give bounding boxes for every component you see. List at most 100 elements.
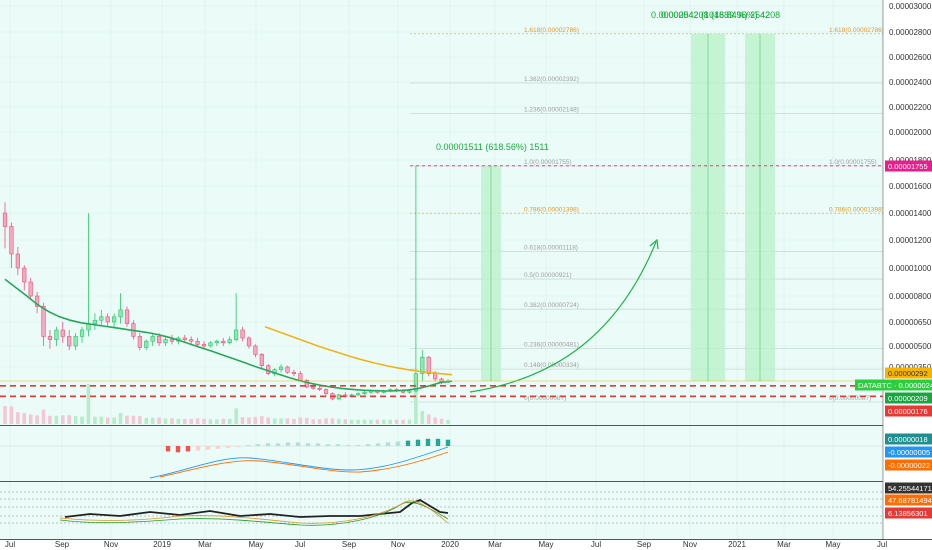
candle-body	[407, 390, 412, 393]
price-tick-label: 0.00000500	[889, 342, 932, 351]
volume-bar	[215, 419, 219, 424]
volume-bar	[221, 418, 226, 424]
volume-bar	[80, 416, 84, 424]
macd-histogram-bar	[225, 446, 231, 448]
candle-body	[195, 340, 200, 345]
candle-body	[92, 319, 97, 324]
candle-body	[433, 373, 438, 380]
candle-body	[79, 329, 85, 337]
volume-bar	[195, 418, 200, 424]
macd-histogram-bar	[375, 443, 381, 446]
moving-averages	[4, 278, 453, 392]
price-badge-label: -0.00000022	[888, 461, 930, 470]
macd-histogram-bar	[165, 446, 171, 452]
candle-body	[22, 267, 27, 283]
price-badge	[885, 446, 932, 458]
candle-body	[291, 372, 297, 374]
candle-body	[259, 354, 264, 366]
time-tick-label: 2019	[153, 540, 171, 549]
volume-bar	[343, 419, 348, 424]
volume-bar	[324, 418, 328, 424]
volume-bar	[54, 415, 59, 424]
candle-body	[317, 387, 322, 390]
price-tick-label: 0.00000650	[889, 318, 932, 327]
stoch-d-line	[59, 500, 449, 524]
macd-histogram-bar	[185, 446, 191, 452]
volume-bar	[157, 417, 161, 424]
price-badge-label: 6.13856301	[888, 509, 928, 518]
price-badge-label: 0.00000176	[888, 407, 928, 416]
price-badge	[855, 379, 932, 391]
fib-level-label: 0.5(0.00000921)	[524, 272, 572, 279]
measure-label: 0.00001511 (618.56%) 1511	[436, 142, 549, 152]
volume-bar	[317, 419, 322, 424]
fib-level-label: 1.618(0.00002786)	[524, 27, 579, 34]
macd-histogram-bar	[285, 442, 291, 446]
volume-bar	[150, 417, 155, 424]
volume-bar	[93, 416, 97, 424]
candle-body	[73, 336, 78, 347]
volume-bar	[112, 417, 116, 424]
fib-level-label: 1.0(0.00001755)	[524, 159, 572, 166]
macd-histogram-bar	[395, 441, 401, 446]
volume-bar	[433, 417, 437, 424]
volume-bar	[73, 416, 78, 424]
price-tick-label: 0.00003000	[889, 2, 932, 11]
price-tick-label: 0.00002200	[889, 103, 932, 112]
volume-bar	[279, 418, 283, 424]
macd-histogram-bar	[405, 440, 411, 446]
candle-body	[304, 380, 309, 388]
time-tick-label: 2021	[728, 540, 746, 549]
volume-bar	[163, 418, 168, 424]
macd-histogram-bar	[445, 439, 451, 446]
candle-body	[298, 373, 303, 381]
candle-body	[221, 340, 226, 344]
volume-bar	[439, 418, 444, 424]
volume-bar	[388, 419, 393, 424]
volume-bar	[240, 417, 245, 424]
candle-body	[137, 336, 142, 348]
macd-histogram-bar	[245, 445, 251, 446]
volume-bar	[375, 419, 380, 424]
time-tick-label: Nov	[391, 540, 405, 549]
rsi-line	[64, 499, 449, 518]
macd-histogram-bar	[435, 438, 441, 446]
price-badge-label: 0.00001755	[888, 162, 928, 171]
candle-body	[356, 393, 361, 396]
volume-bar	[86, 384, 91, 424]
price-tick-label: 0.00002800	[889, 28, 932, 37]
volume-bar	[266, 417, 271, 424]
price-tick-label: 0.00000800	[889, 292, 932, 301]
macd-histogram-bar	[175, 446, 181, 453]
volume-bar	[394, 419, 399, 424]
volume-bar	[234, 408, 238, 424]
macd-histogram-bar	[315, 443, 321, 446]
candle-body	[285, 366, 290, 373]
volume-bar	[330, 418, 335, 424]
volume-bar	[22, 413, 27, 424]
volume-bar	[285, 418, 290, 424]
volume-bar	[381, 419, 386, 424]
volume-bar	[105, 417, 110, 424]
candle-body	[246, 337, 252, 347]
time-tick-label: Jul	[295, 540, 305, 549]
volume-bar	[349, 419, 354, 424]
price-tick-label: 0.00002000	[889, 128, 932, 137]
macd-histogram-bar	[365, 444, 371, 446]
measure-label: 0.00004208 (1889.96%) 4208	[661, 10, 780, 20]
macd-indicator	[0, 438, 883, 479]
macd-histogram-bar	[215, 446, 221, 449]
candle-body	[253, 345, 258, 355]
fib-level-label: 0.236(0.00000481)	[524, 342, 579, 349]
candle-body	[227, 339, 232, 344]
price-badge	[885, 405, 932, 417]
price-badge	[885, 392, 932, 404]
volume-bar	[170, 418, 174, 424]
time-tick-label: Jul	[591, 540, 601, 549]
candle-body	[311, 386, 316, 389]
measurement-boxes: 0.00001511 (618.56%) 1511 0.00002542 (104…	[436, 10, 780, 382]
price-badge-label: 54.25544171	[888, 484, 932, 493]
volume-bar	[99, 416, 104, 424]
volume-bar	[67, 415, 72, 424]
